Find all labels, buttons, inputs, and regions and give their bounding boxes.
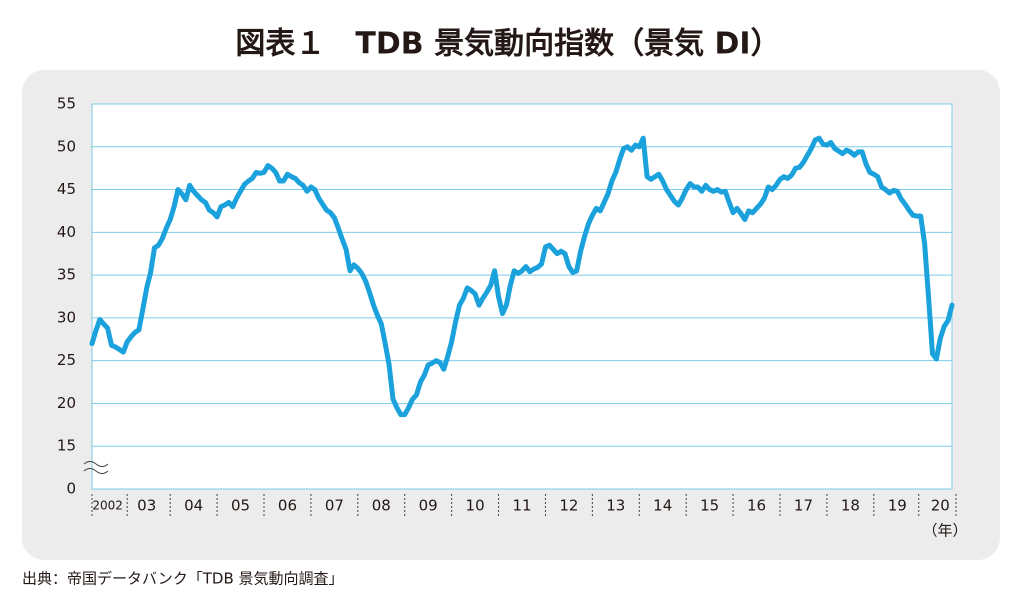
x-tick-label: 10: [466, 497, 485, 515]
plot-area: [91, 103, 953, 490]
axis-break: [83, 461, 109, 474]
x-tick-label: 19: [888, 497, 907, 515]
y-tick-label: 45: [57, 180, 76, 198]
y-tick-label: 40: [57, 223, 76, 241]
x-tick-label: 17: [794, 497, 813, 515]
x-tick-label: 2002: [92, 499, 123, 513]
y-tick-label: 35: [57, 266, 76, 284]
x-tick-label: 11: [512, 497, 531, 515]
x-tick-label: 07: [325, 497, 344, 515]
y-tick-label: 25: [57, 351, 76, 369]
x-tick-label: 20: [931, 497, 950, 515]
x-tick-label: 14: [653, 497, 672, 515]
x-tick-label: 03: [137, 497, 156, 515]
y-tick-label: 20: [57, 394, 76, 412]
x-tick-label: 15: [700, 497, 719, 515]
y-tick-label: 30: [57, 308, 76, 326]
y-tick-label: 15: [57, 437, 76, 455]
x-tick-label: 18: [841, 497, 860, 515]
y-tick-label: 50: [57, 137, 76, 155]
x-tick-label: 09: [419, 497, 438, 515]
y-tick-label: 55: [57, 95, 76, 113]
x-tick-label: 16: [747, 497, 766, 515]
x-tick-label: 12: [559, 497, 578, 515]
x-tick-label: 05: [231, 497, 250, 515]
y-tick-label: 0: [66, 480, 76, 498]
x-tick-label: 08: [372, 497, 391, 515]
x-tick-label: 06: [278, 497, 297, 515]
x-tick-label: 04: [184, 497, 203, 515]
x-tick-label: 13: [606, 497, 625, 515]
x-unit: （年）: [922, 522, 967, 540]
data-line: [89, 135, 955, 418]
source: 出典：帝国データバンク「TDB 景気動向調査」: [22, 570, 344, 588]
chart-title: 図表１ TDB 景気動向指数（景気 DI）: [235, 27, 780, 62]
